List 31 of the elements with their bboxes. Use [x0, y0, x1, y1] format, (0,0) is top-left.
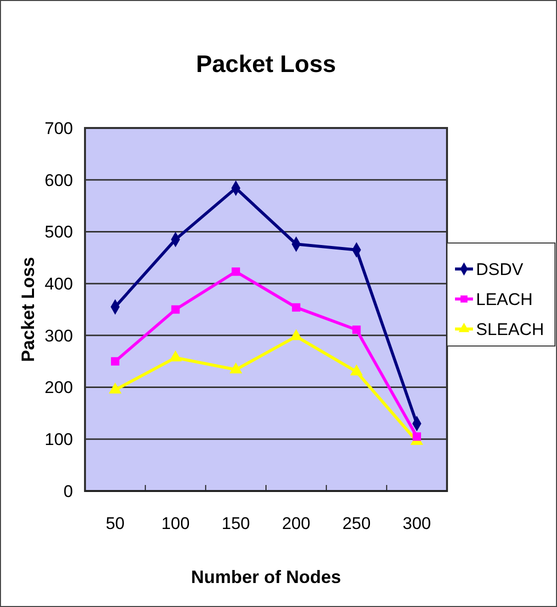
- x-tick-label: 200: [282, 514, 310, 533]
- point: [108, 382, 122, 394]
- point: [229, 362, 242, 374]
- point: [352, 326, 361, 334]
- legend-label: LEACH: [476, 290, 533, 309]
- x-axis-title: Number of Nodes: [190, 567, 342, 587]
- point: [171, 305, 180, 314]
- x-tick-label: 300: [402, 514, 432, 533]
- point: [169, 350, 182, 362]
- x-tick-label: 100: [161, 514, 190, 533]
- y-tick-label: 700: [44, 118, 73, 138]
- x-tick-label: 250: [342, 514, 371, 533]
- chart-title: Packet Loss: [196, 51, 336, 78]
- y-tick-label: 100: [44, 430, 73, 450]
- y-tick-label: 400: [44, 274, 73, 294]
- y-tick-label: 200: [44, 378, 73, 398]
- y-tick-label: 600: [44, 170, 73, 190]
- x-tick-label: 50: [106, 514, 125, 533]
- y-tick-label: 300: [44, 326, 73, 346]
- point: [290, 329, 303, 340]
- legend-label: DSDV: [476, 260, 524, 279]
- point: [350, 364, 363, 376]
- x-tick-label: 150: [222, 514, 250, 533]
- y-axis-title: Packet Loss: [18, 256, 38, 362]
- y-tick-label: 0: [64, 482, 73, 501]
- point: [292, 303, 300, 312]
- point: [412, 432, 422, 441]
- legend-label: SLEACH: [476, 320, 544, 339]
- point: [232, 267, 240, 276]
- point: [110, 357, 120, 366]
- y-tick-label: 500: [44, 222, 73, 242]
